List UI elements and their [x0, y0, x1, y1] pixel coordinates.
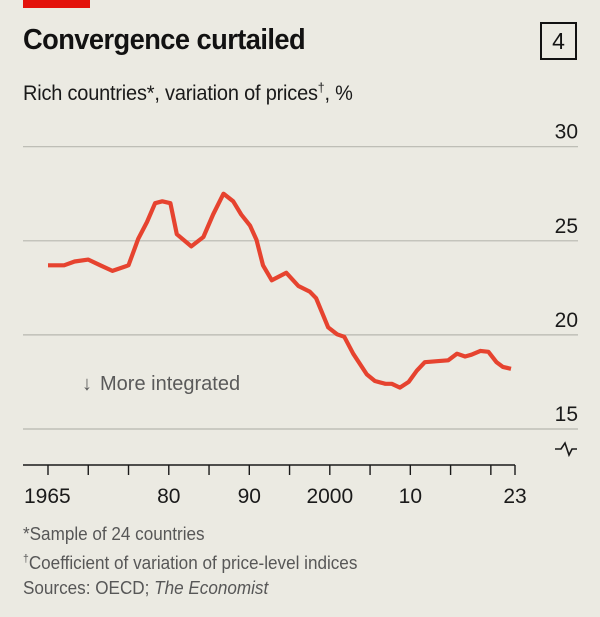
sources-prefix: Sources: OECD; [23, 578, 155, 598]
y-tick-label-15: 15 [555, 403, 578, 426]
subtitle-footnote-mark-2: † [317, 80, 325, 95]
footnotes: *Sample of 24 countries †Coefficient of … [23, 522, 357, 601]
y-tick-label-30: 30 [555, 121, 578, 144]
y-axis-labels: 15 20 25 30 [555, 121, 578, 426]
y-tick-label-25: 25 [555, 215, 578, 238]
annotation: ↓ More integrated [82, 373, 240, 395]
chart-number-badge: 4 [540, 22, 577, 60]
annotation-text: More integrated [100, 373, 240, 395]
sources-publication: The Economist [154, 578, 269, 598]
down-arrow-icon: ↓ [82, 373, 92, 395]
x-axis-labels: 1965 80 90 2000 10 23 [24, 485, 527, 508]
y-tick-label-20: 20 [555, 309, 578, 332]
x-tick-label-2010: 10 [399, 485, 422, 508]
footnote-coefficient: †Coefficient of variation of price-level… [23, 547, 357, 576]
chart-title: Convergence curtailed [23, 24, 306, 56]
x-tick-label-2000: 2000 [306, 485, 353, 508]
subtitle-mid: , variation of prices [154, 82, 318, 105]
x-axis [23, 464, 516, 475]
chart-subtitle: Rich countries*, variation of prices†, % [23, 80, 353, 106]
axis-break-icon [555, 441, 577, 458]
footnote-coefficient-text: Coefficient of variation of price-level … [28, 553, 358, 573]
footnote-dagger: † [23, 553, 29, 565]
subtitle-unit: , % [324, 82, 353, 105]
x-tick-label-1965: 1965 [24, 485, 71, 508]
x-tick-label-1980: 80 [157, 485, 180, 508]
series-line-0 [48, 191, 512, 390]
more-integrated-annotation: ↓ More integrated [82, 373, 240, 395]
sources-line: Sources: OECD; The Economist [23, 576, 357, 601]
footnote-sample: *Sample of 24 countries [23, 524, 205, 544]
series [48, 191, 512, 390]
line-chart: 15 20 25 30 1965 80 90 2000 10 23 ↓ More integrat… [23, 121, 578, 508]
gridlines [23, 146, 578, 430]
x-tick-label-2023: 23 [503, 485, 526, 508]
brand-red-bar [23, 0, 90, 8]
subtitle-footnote-mark-1: * [146, 82, 155, 105]
subtitle-main: Rich countries [23, 82, 147, 105]
x-tick-label-1990: 90 [238, 485, 261, 508]
